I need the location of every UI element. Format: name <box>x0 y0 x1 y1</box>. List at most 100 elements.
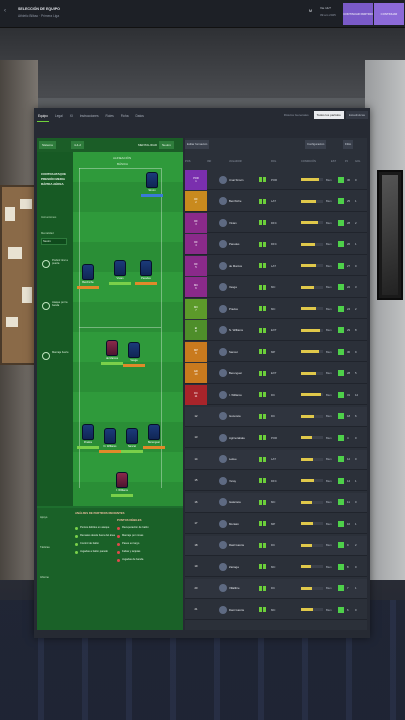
instruction-item[interactable]: Preferir tirar a puerta <box>52 259 68 266</box>
player-role[interactable]: DC <box>271 392 276 397</box>
instruction-item[interactable]: Ataque por la banda <box>52 301 68 308</box>
tab-xi[interactable]: XI <box>69 114 73 118</box>
player-name[interactable]: Paredes <box>229 242 240 246</box>
config-dropdown[interactable]: Configuración <box>305 140 327 149</box>
player-role[interactable]: MC <box>271 607 276 612</box>
player-token[interactable]: Sancet <box>121 428 143 453</box>
player-role[interactable]: LAT <box>271 457 276 461</box>
player-role[interactable]: LAT <box>271 199 276 203</box>
table-row[interactable]: 21 Dani García MC Bien 6 0 <box>185 600 367 620</box>
player-token[interactable]: Vesga <box>123 342 145 367</box>
column-header[interactable]: POS <box>185 160 191 163</box>
player-name[interactable]: Agirrezabala <box>229 435 245 440</box>
table-row[interactable]: EI 8 N. Williams EXT Bien 29 8 <box>185 320 367 341</box>
column-header[interactable]: JUGADOR <box>229 160 242 163</box>
player-name[interactable]: Yeray <box>229 478 237 483</box>
back-arrow-icon[interactable]: ‹ <box>4 8 6 14</box>
player-name[interactable]: Raúl García <box>229 543 244 547</box>
player-role[interactable]: DC <box>271 414 276 418</box>
column-header[interactable]: EST <box>331 160 337 163</box>
player-name[interactable]: Berchiche <box>229 199 242 203</box>
player-role[interactable]: EXT <box>271 328 277 332</box>
player-role[interactable]: MC <box>271 500 276 504</box>
view-tab-stats[interactable]: Estadísticas <box>345 111 368 119</box>
table-row[interactable]: DC 11 I. Williams DC Bien 31 12 <box>185 384 367 405</box>
player-name[interactable]: Vivian <box>229 220 237 225</box>
player-name[interactable]: Muniain <box>229 521 239 526</box>
instruction-item[interactable]: Marcaje fuerte <box>52 351 69 354</box>
player-token[interactable]: N. Williams <box>99 428 121 453</box>
table-row[interactable]: 20 Villalibre DC Bien 7 1 <box>185 578 367 599</box>
player-role[interactable]: MC <box>271 285 276 289</box>
player-role[interactable]: MP <box>271 349 276 354</box>
player-role[interactable]: DC <box>271 586 276 590</box>
analysis-side-item[interactable]: Informe <box>40 576 49 579</box>
player-name[interactable]: Villalibre <box>229 586 240 590</box>
table-row[interactable]: 16 Galarreta MC Bien 11 0 <box>185 492 367 513</box>
table-row[interactable]: 12 Guruzeta DC Bien 18 6 <box>185 406 367 427</box>
player-role[interactable]: EXT <box>271 371 277 375</box>
analysis-side-item[interactable]: Tácticas <box>40 546 50 549</box>
view-tab-all-matches[interactable]: Todos los partidos <box>313 111 344 119</box>
tab-datos[interactable]: Datos <box>135 114 144 118</box>
table-row[interactable]: DF 4 Paredes DFC Bien 26 1 <box>185 234 367 255</box>
column-header[interactable]: PJ <box>345 160 349 163</box>
player-role[interactable]: POR <box>271 177 278 182</box>
player-name[interactable]: Galarreta <box>229 500 241 504</box>
player-name[interactable]: Lekue <box>229 457 237 461</box>
continue-button[interactable]: CONTINUAR <box>374 3 404 25</box>
player-role[interactable]: MC <box>271 564 276 569</box>
column-header[interactable]: CONDICIÓN <box>301 160 316 163</box>
player-name[interactable]: Dani García <box>229 607 244 612</box>
player-name[interactable]: Unai Simón <box>229 177 244 182</box>
table-row[interactable]: 19 Zarraga MC Bien 8 0 <box>185 557 367 577</box>
player-name[interactable]: N. Williams <box>229 328 243 332</box>
player-name[interactable]: Prados <box>229 306 238 311</box>
tab-roles[interactable]: Roles <box>105 114 114 118</box>
player-token[interactable]: Simon <box>141 172 163 197</box>
table-row[interactable]: 13 Agirrezabala POR Bien 4 0 <box>185 428 367 448</box>
player-role[interactable]: DFC <box>271 478 277 483</box>
table-row[interactable]: ED 10 Berenguer EXT Bien 28 5 <box>185 363 367 384</box>
table-row[interactable]: 14 Lekue LAT Bien 12 0 <box>185 449 367 470</box>
player-role[interactable]: MP <box>271 521 276 526</box>
mentality-selector[interactable]: Neutro <box>159 141 175 149</box>
tab-equipo[interactable]: Equipo <box>37 112 49 122</box>
player-role[interactable]: DFC <box>271 220 277 225</box>
player-name[interactable]: Sancet <box>229 349 238 354</box>
player-token[interactable]: Paredes <box>135 260 157 285</box>
table-row[interactable]: 15 Yeray DFC Bien 14 1 <box>185 471 367 491</box>
player-token[interactable]: de Marcos <box>101 340 123 365</box>
tab-instrucciones[interactable]: Instrucciones <box>79 114 99 118</box>
table-row[interactable]: 18 Raúl García DC Bien 9 2 <box>185 535 367 556</box>
table-row[interactable]: DF 3 Vivian DFC Bien 28 2 <box>185 212 367 233</box>
view-tab-general[interactable]: Rótulos Generales <box>283 113 309 117</box>
player-role[interactable]: POR <box>271 435 278 440</box>
edit-formation-button[interactable]: Editar formación <box>185 140 210 149</box>
player-name[interactable]: I. Williams <box>229 392 242 397</box>
player-name[interactable]: Berenguer <box>229 371 243 375</box>
column-header[interactable]: GOL <box>355 160 361 163</box>
table-row[interactable]: DF 5 de Marcos LAT Bien 27 0 <box>185 255 367 276</box>
table-row[interactable]: MC 6 Vesga MC Bien 22 3 <box>185 277 367 298</box>
player-name[interactable]: de Marcos <box>229 263 243 268</box>
analysis-side-item[interactable]: Apoyo <box>40 516 48 519</box>
player-token[interactable]: Prados <box>77 424 99 449</box>
player-token[interactable]: Vivian <box>109 260 131 285</box>
player-name[interactable]: Vesga <box>229 285 237 289</box>
player-role[interactable]: DFC <box>271 242 277 246</box>
table-row[interactable]: POR 1 Unai Simón POR Bien 30 0 <box>185 169 367 190</box>
player-role[interactable]: LAT <box>271 263 276 268</box>
table-row[interactable]: MP 9 Sancet MP Bien 30 9 <box>185 341 367 362</box>
tab-ficha[interactable]: Ficha <box>120 114 129 118</box>
player-role[interactable]: MC <box>271 306 276 311</box>
table-row[interactable]: MC 7 Prados MC Bien 24 2 <box>185 298 367 319</box>
filter-button[interactable]: Filtro <box>343 140 354 149</box>
player-name[interactable]: Guruzeta <box>229 414 241 418</box>
column-header[interactable]: ROL <box>271 160 277 163</box>
player-token[interactable]: I. Williams <box>111 472 133 497</box>
formation-selector[interactable]: Sistema <box>39 141 56 149</box>
continue-match-button[interactable]: CONTINUAR PARTIDO <box>343 3 373 25</box>
column-header[interactable]: INF <box>207 160 212 163</box>
tab-legal[interactable]: Legal <box>54 114 63 118</box>
